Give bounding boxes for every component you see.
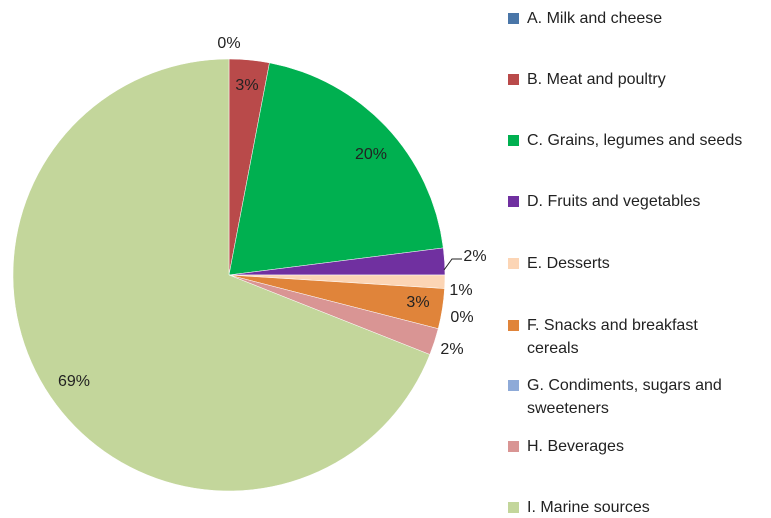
legend-label: F. Snacks and breakfast cereals: [527, 317, 698, 357]
legend-label: H. Beverages: [527, 438, 624, 455]
legend-label: G. Condiments, sugars and sweeteners: [527, 377, 722, 417]
data-label-value: 69: [58, 373, 76, 390]
data-label-value: 2: [440, 341, 449, 358]
legend-swatch: [508, 258, 519, 269]
legend-label: A. Milk and cheese: [527, 10, 663, 27]
data-label-unit: %: [458, 282, 472, 299]
data-label-unit: %: [472, 248, 486, 265]
legend-label: I. Marine sources: [527, 499, 650, 516]
legend-label: B. Meat and poultry: [527, 71, 666, 88]
data-label: 1%: [449, 282, 472, 299]
data-label-unit: %: [76, 373, 90, 390]
legend-label: E. Desserts: [527, 255, 610, 272]
data-label: 3%: [235, 77, 258, 94]
data-label: 2%: [463, 248, 486, 265]
data-label-unit: %: [459, 309, 473, 326]
legend-swatch: [508, 196, 519, 207]
data-label-value: 1: [449, 282, 458, 299]
leader-line: [443, 258, 462, 271]
data-label-unit: %: [373, 146, 387, 163]
data-label: 0%: [217, 35, 240, 52]
data-label: 0%: [450, 309, 473, 326]
legend-swatch: [508, 502, 519, 513]
legend-swatch: [508, 320, 519, 331]
data-label-value: 2: [463, 248, 472, 265]
legend-swatch: [508, 13, 519, 24]
legend-swatch: [508, 441, 519, 452]
legend-swatch: [508, 135, 519, 146]
data-label-unit: %: [244, 77, 258, 94]
data-label-unit: %: [415, 294, 429, 311]
data-label-value: 3: [406, 294, 415, 311]
legend-swatch: [508, 74, 519, 85]
data-label-value: 0: [217, 35, 226, 52]
data-label-unit: %: [449, 341, 463, 358]
data-label-value: 3: [235, 77, 244, 94]
pie-slice: [12, 58, 431, 492]
data-label: 3%: [406, 294, 429, 311]
data-label-unit: %: [226, 35, 240, 52]
legend-label: D. Fruits and vegetables: [527, 193, 701, 210]
data-label: 20%: [355, 146, 387, 163]
data-label: 2%: [440, 341, 463, 358]
data-label-value: 0: [450, 309, 459, 326]
legend-label: C. Grains, legumes and seeds: [527, 132, 743, 149]
data-label-value: 20: [355, 146, 373, 163]
legend-swatch: [508, 380, 519, 391]
pie-slice: [228, 62, 444, 276]
data-label: 69%: [58, 373, 90, 390]
